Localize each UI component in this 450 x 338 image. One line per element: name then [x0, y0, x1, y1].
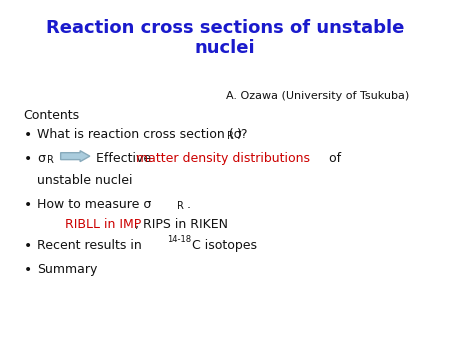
Text: •: •: [24, 239, 32, 254]
Text: , RIPS in RIKEN: , RIPS in RIKEN: [135, 218, 228, 231]
Text: •: •: [24, 152, 32, 166]
Text: R: R: [47, 155, 54, 165]
Text: What is reaction cross section (σ: What is reaction cross section (σ: [37, 128, 242, 141]
Text: How to measure σ: How to measure σ: [37, 198, 152, 211]
Text: nuclei: nuclei: [195, 39, 255, 57]
Text: •: •: [24, 198, 32, 212]
Text: Summary: Summary: [37, 263, 98, 276]
Text: R: R: [227, 131, 234, 141]
Text: RIBLL in IMP: RIBLL in IMP: [64, 218, 141, 231]
Text: •: •: [24, 263, 32, 277]
Text: R: R: [177, 201, 184, 211]
Text: Recent results in: Recent results in: [37, 239, 146, 252]
Text: )?: )?: [237, 128, 248, 141]
Text: matter density distributions: matter density distributions: [135, 152, 310, 165]
Text: of: of: [325, 152, 341, 165]
Text: Effective: Effective: [96, 152, 155, 165]
Text: A. Ozawa (University of Tsukuba): A. Ozawa (University of Tsukuba): [226, 91, 409, 101]
Text: σ: σ: [37, 152, 45, 165]
Text: unstable nuclei: unstable nuclei: [37, 174, 133, 187]
Text: •: •: [24, 128, 32, 142]
Text: Reaction cross sections of unstable: Reaction cross sections of unstable: [46, 19, 404, 37]
Text: .: .: [187, 198, 191, 211]
Text: 14-18: 14-18: [166, 236, 191, 244]
Text: C isotopes: C isotopes: [192, 239, 257, 252]
Text: Contents: Contents: [24, 108, 80, 121]
FancyArrow shape: [61, 151, 90, 162]
